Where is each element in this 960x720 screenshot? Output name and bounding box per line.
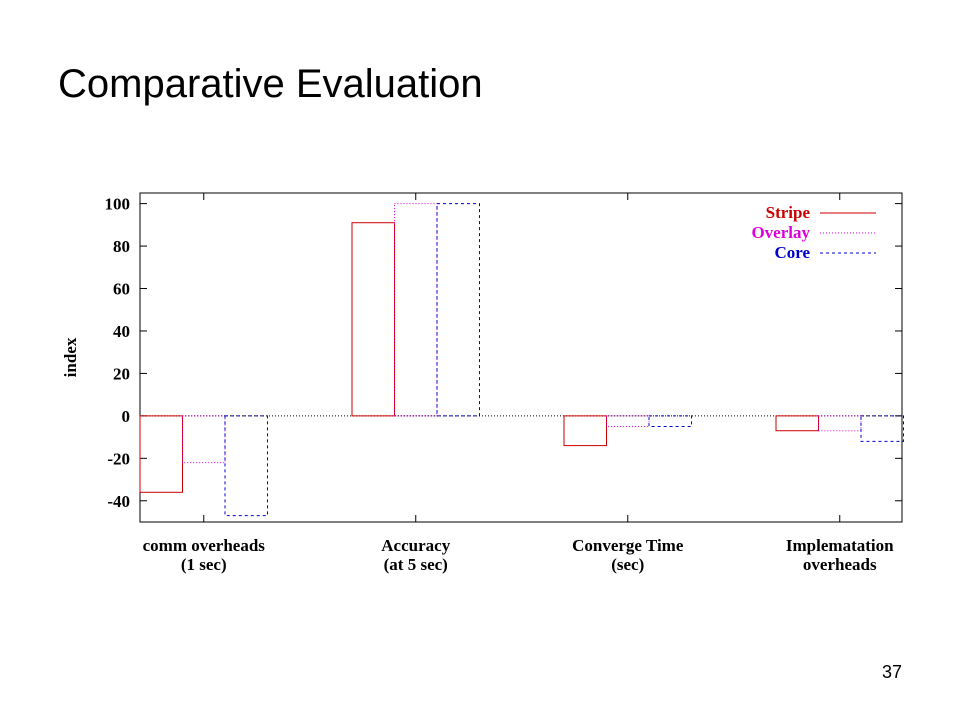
y-axis-label: index [61,337,80,377]
y-tick-label: 100 [105,195,131,214]
legend-label-overlay: Overlay [751,223,810,242]
x-category-label: overheads [803,555,877,574]
y-tick-label: 20 [113,364,130,383]
bar-overlay-3 [818,415,862,432]
legend-label-stripe: Stripe [766,203,811,222]
legend-label-core: Core [774,243,810,262]
x-category-label: Accuracy [381,536,450,555]
chart-labels: -40 -20 0 20 40 60 80 100 index comm overheads(1 … [61,195,894,574]
bar-overlay-2 [606,415,650,427]
bar-core-3 [860,415,904,442]
y-tick-label: 80 [113,237,130,256]
bar-stripe-3 [775,415,819,432]
slide-title: Comparative Evaluation [58,62,483,106]
bar-stripe-2 [563,415,607,447]
bar-core-1 [436,203,480,417]
y-tick-label: 0 [122,407,131,426]
x-category-label: (1 sec) [181,555,227,574]
bar-overlay-0 [182,415,226,464]
x-category-label: (sec) [611,555,644,574]
bar-stripe-0 [139,415,183,493]
x-category-label: comm overheads [143,536,266,555]
x-category-label: Implematation [786,536,894,555]
bar-core-0 [224,415,268,517]
bar-stripe-1 [351,222,395,417]
chart-bars [139,203,904,517]
x-category-label: (at 5 sec) [384,555,448,574]
y-tick-label: 40 [113,322,130,341]
plot-frame [139,192,903,523]
y-tick-label: -20 [107,449,130,468]
bar-core-2 [648,415,692,427]
bar-overlay-1 [394,203,438,417]
page-number: 37 [881,662,902,682]
y-tick-label: 60 [113,280,130,299]
y-tick-label: -40 [107,492,130,511]
x-category-label: Converge Time [572,536,684,555]
